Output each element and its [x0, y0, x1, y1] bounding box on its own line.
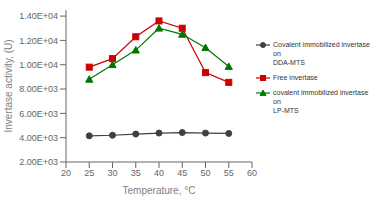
- svg-text:Temperature, °C: Temperature, °C: [123, 185, 196, 196]
- html-text:covalent immobilized invertase: covalent immobilized invertase on LP-MTS: [273, 89, 369, 114]
- svg-text:30: 30: [107, 168, 117, 178]
- svg-text:45: 45: [177, 168, 187, 178]
- svg-text:2.00E+03: 2.00E+03: [19, 157, 58, 167]
- svg-text:40: 40: [154, 168, 164, 178]
- svg-text:4.00E+03: 4.00E+03: [19, 133, 58, 143]
- svg-text:20: 20: [61, 168, 71, 178]
- svg-text:55: 55: [224, 168, 234, 178]
- svg-text:60: 60: [247, 168, 257, 178]
- html-text:Covalent immobilized invertase: Covalent immobilized invertase on DDA-MT…: [273, 41, 370, 66]
- svg-text:50: 50: [200, 168, 210, 178]
- svg-text:25: 25: [84, 168, 94, 178]
- svg-text:1.00E+04: 1.00E+04: [19, 60, 58, 70]
- html-text:Free invertase: Free invertase: [273, 74, 318, 81]
- svg-text:8.00E+03: 8.00E+03: [19, 84, 58, 94]
- svg-text:6.00E+03: 6.00E+03: [19, 109, 58, 119]
- svg-text:35: 35: [131, 168, 141, 178]
- svg-text:1.20E+04: 1.20E+04: [19, 36, 58, 46]
- svg-text:Invertase activity, (U): Invertase activity, (U): [8, 39, 14, 132]
- svg-text:1.40E+04: 1.40E+04: [19, 11, 58, 21]
